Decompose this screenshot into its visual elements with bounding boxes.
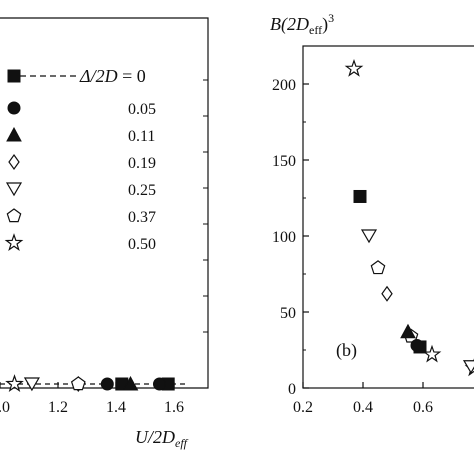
right-x-tick-label: 0.6: [413, 399, 433, 416]
left-x-tick-label: 1.6: [164, 399, 184, 416]
right-y-tick-label: 50: [280, 305, 296, 322]
legend-value-label: 0.11: [128, 128, 155, 145]
right-point-open-triangle-down: [360, 229, 378, 244]
legend-marker-open-pentagon: [6, 208, 22, 223]
legend-value-label: 0.25: [128, 182, 156, 199]
right-point-open-pentagon: [370, 260, 386, 275]
right-axis-frame: [302, 45, 474, 389]
legend-value-label: 0.05: [128, 101, 156, 118]
panel-b-annotation: (b): [336, 340, 357, 361]
right-point-open-diamond: [381, 285, 393, 302]
left-data-points: [5, 374, 175, 393]
right-y-tick-label: 200: [272, 77, 296, 94]
legend-title: Δ/2D = 0: [79, 66, 146, 86]
left-x-tick-label: 1.2: [48, 399, 68, 416]
right-axis-ticks: 0 50 100 150 200 0.2 0.4 0.6: [272, 77, 433, 416]
left-point-open-star: [5, 374, 24, 392]
right-y-tick-label: 100: [272, 229, 296, 246]
right-point-open-star: [422, 344, 442, 363]
right-y-axis-label: B(2Deff)3: [270, 11, 334, 37]
legend-value-label: 0.19: [128, 155, 156, 172]
legend-marker-filled-circle: [7, 101, 21, 115]
right-y-tick-label: 150: [272, 153, 296, 170]
right-x-tick-label: 0.2: [293, 399, 313, 416]
right-point-open-triangle-down: [462, 360, 474, 374]
left-point-filled-triangle: [122, 375, 139, 391]
legend-marker-filled-triangle: [6, 126, 22, 142]
right-point-filled-square: [353, 189, 367, 203]
left-point-filled-circle: [153, 377, 166, 391]
left-x-tick-label: 1.4: [106, 399, 126, 416]
legend: Δ/2D = 0 0.05 0.11 0.19 0.25 0.37 0.50: [4, 66, 156, 253]
right-point-open-star: [344, 58, 364, 77]
legend-value-label: 0.37: [128, 209, 156, 226]
left-x-axis-label: U/2Deff: [135, 427, 189, 450]
left-point-open-pentagon: [70, 376, 86, 391]
right-panel: 0 50 100 150 200 0.2 0.4 0.6 B(2Deff)3 (b): [270, 11, 474, 416]
legend-marker-open-triangle-down: [5, 182, 23, 197]
legend-items: 0.05 0.11 0.19 0.25 0.37 0.50: [4, 69, 156, 253]
legend-marker-filled-square: [7, 69, 21, 83]
legend-marker-open-diamond: [8, 153, 20, 171]
right-point-filled-circle: [410, 338, 424, 352]
right-y-tick-label: 0: [288, 381, 296, 398]
left-point-filled-circle: [100, 377, 114, 391]
left-panel: 1.01.21.41.6 Δ/2D = 0 0.050.110.190.250.…: [0, 17, 209, 450]
right-data-points: [344, 58, 474, 377]
right-x-tick-label: 0.4: [353, 399, 373, 416]
right-point-filled-triangle: [400, 323, 416, 339]
left-point-open-triangle-down: [23, 377, 40, 392]
legend-value-label: 0.50: [128, 236, 156, 253]
left-x-ticks: 1.0 1.2 1.4 1.6: [0, 79, 208, 416]
left-x-tick-label: 1.0: [0, 399, 10, 416]
legend-marker-open-star: [4, 233, 24, 251]
